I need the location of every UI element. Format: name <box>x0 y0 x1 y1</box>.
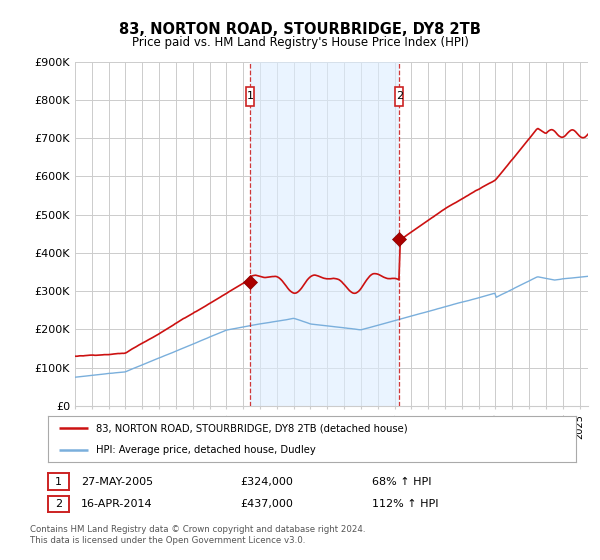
Text: 1: 1 <box>247 91 253 101</box>
Text: £437,000: £437,000 <box>240 499 293 509</box>
Text: 83, NORTON ROAD, STOURBRIDGE, DY8 2TB: 83, NORTON ROAD, STOURBRIDGE, DY8 2TB <box>119 22 481 38</box>
Text: 68% ↑ HPI: 68% ↑ HPI <box>372 477 431 487</box>
Text: 2: 2 <box>55 499 62 509</box>
Text: 112% ↑ HPI: 112% ↑ HPI <box>372 499 439 509</box>
Text: HPI: Average price, detached house, Dudley: HPI: Average price, detached house, Dudl… <box>95 445 315 455</box>
Text: £324,000: £324,000 <box>240 477 293 487</box>
Text: Contains HM Land Registry data © Crown copyright and database right 2024.
This d: Contains HM Land Registry data © Crown c… <box>30 525 365 545</box>
FancyBboxPatch shape <box>395 87 403 105</box>
Text: 27-MAY-2005: 27-MAY-2005 <box>81 477 153 487</box>
Text: Price paid vs. HM Land Registry's House Price Index (HPI): Price paid vs. HM Land Registry's House … <box>131 36 469 49</box>
FancyBboxPatch shape <box>246 87 254 105</box>
Text: 83, NORTON ROAD, STOURBRIDGE, DY8 2TB (detached house): 83, NORTON ROAD, STOURBRIDGE, DY8 2TB (d… <box>95 423 407 433</box>
Text: 1: 1 <box>55 477 62 487</box>
Text: 2: 2 <box>396 91 403 101</box>
Text: 16-APR-2014: 16-APR-2014 <box>81 499 152 509</box>
Bar <box>250 62 399 406</box>
